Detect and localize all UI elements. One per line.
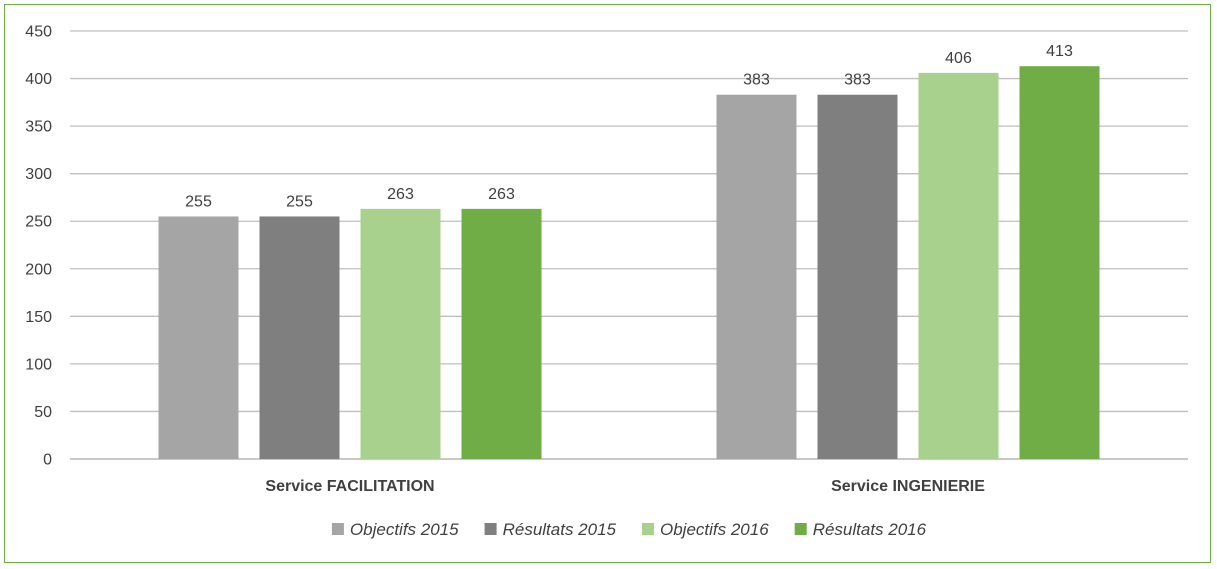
legend-label-2: Objectifs 2016 [660, 520, 769, 539]
y-tick-label-0: 0 [43, 452, 52, 469]
data-label-1-2: 406 [945, 50, 972, 67]
legend-swatch-1 [484, 523, 497, 535]
bar-0-3 [461, 208, 542, 459]
category-label-1: Service INGENIERIE [831, 478, 985, 495]
data-label-0-3: 263 [488, 186, 515, 203]
data-label-0-0: 255 [185, 193, 212, 210]
legend-swatch-0 [331, 523, 344, 535]
legend-label-1: Résultats 2015 [503, 520, 617, 539]
legend-swatch-2 [642, 523, 654, 535]
data-label-1-3: 413 [1046, 43, 1073, 60]
bar-1-3 [1019, 66, 1100, 460]
category-label-0: Service FACILITATION [265, 478, 434, 495]
y-tick-label-300: 300 [25, 166, 52, 183]
y-tick-label-350: 350 [25, 119, 52, 136]
y-tick-label-100: 100 [25, 356, 52, 373]
data-label-1-0: 383 [743, 72, 770, 89]
bar-0-0 [158, 216, 239, 459]
y-tick-label-400: 400 [25, 71, 52, 88]
y-tick-label-50: 50 [34, 404, 52, 421]
data-label-0-1: 255 [286, 193, 313, 210]
y-tick-label-200: 200 [25, 261, 52, 278]
legend-swatch-3 [794, 523, 807, 535]
data-label-1-1: 383 [844, 72, 871, 89]
data-label-0-2: 263 [387, 186, 414, 203]
y-tick-label-450: 450 [25, 24, 52, 41]
bar-0-2 [360, 208, 441, 459]
y-tick-label-250: 250 [25, 214, 52, 231]
legend-label-0: Objectifs 2015 [350, 520, 459, 539]
bar-1-0 [716, 94, 797, 460]
bar-1-1 [817, 94, 898, 460]
legend-label-3: Résultats 2016 [813, 520, 927, 539]
bar-1-2 [918, 72, 999, 460]
bar-0-1 [259, 216, 340, 459]
y-tick-label-150: 150 [25, 309, 52, 326]
